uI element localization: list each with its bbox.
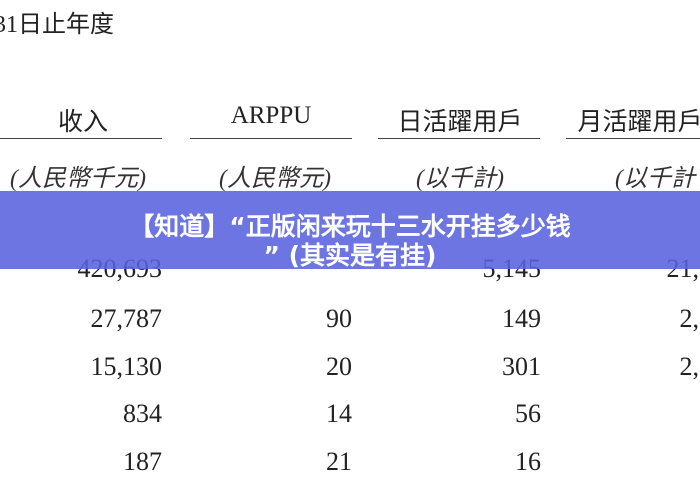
header-rule (0, 138, 162, 139)
table-cell: 3 (552, 399, 700, 429)
column-unit: (人民幣元) (219, 166, 331, 192)
table-cell: 2,5 (679, 352, 700, 381)
banner-text: ” (其实是有挂) (263, 241, 437, 270)
table-cell: 2 (552, 447, 700, 477)
table-cell: 834 (123, 399, 162, 428)
table-cell: 187 (123, 447, 162, 476)
table-cell: 2,0 (679, 304, 700, 333)
table-cell: 149 (502, 304, 541, 333)
header-rule (378, 138, 540, 139)
column-header: 月活躍用戶 (577, 109, 700, 136)
column-header: 收入 (57, 109, 108, 136)
table-cell: 16 (515, 447, 541, 476)
header-rule (566, 138, 700, 139)
banner (0, 191, 700, 269)
caption: 31日止年度 (0, 12, 114, 38)
table-cell: 90 (326, 304, 352, 333)
table-cell: 15,130 (90, 352, 163, 381)
table-cell: 21 (326, 447, 352, 476)
column-unit: (以千計) (416, 166, 504, 192)
column-unit: (人民幣千元) (10, 166, 146, 192)
column-header: ARPPU (230, 102, 312, 129)
table-cell: 301 (502, 352, 541, 381)
table-cell: 27,787 (90, 304, 163, 333)
table-cell: 56 (515, 399, 541, 428)
table-cell: 20 (326, 352, 352, 381)
banner-text: 【知道】“正版闲来玩十三水开挂多少钱 (129, 212, 571, 241)
column-header: 日活躍用戶 (397, 109, 523, 136)
column-unit: (以千計 (615, 166, 695, 192)
header-rule (190, 138, 352, 139)
table-cell: 14 (326, 399, 352, 428)
